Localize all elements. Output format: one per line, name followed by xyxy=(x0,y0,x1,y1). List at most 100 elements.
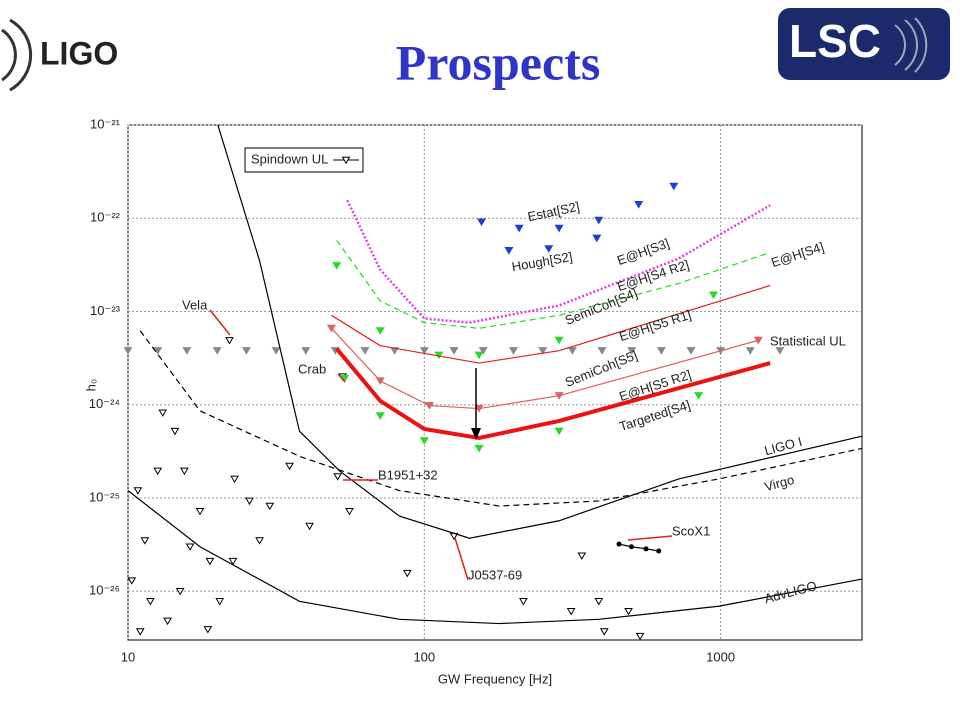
marker xyxy=(255,537,264,545)
marker xyxy=(182,347,192,355)
marker xyxy=(375,377,385,385)
marker xyxy=(554,427,564,436)
marker xyxy=(624,607,633,616)
marker xyxy=(594,598,604,606)
marker xyxy=(594,216,604,225)
marker xyxy=(509,347,519,355)
marker xyxy=(419,437,429,445)
marker xyxy=(554,392,564,400)
marker xyxy=(544,245,554,253)
pointer-arrow-head xyxy=(471,428,481,440)
logo-box xyxy=(778,8,950,80)
series-line xyxy=(217,124,863,539)
marker xyxy=(686,347,696,355)
marker xyxy=(158,409,168,417)
y-axis-label: h₀ xyxy=(83,379,98,392)
marker xyxy=(656,347,666,355)
marker xyxy=(326,324,336,333)
marker xyxy=(265,502,275,511)
marker xyxy=(708,291,718,300)
marker xyxy=(180,467,189,476)
marker xyxy=(228,557,238,566)
marker xyxy=(643,546,649,552)
series-line xyxy=(331,327,759,410)
marker xyxy=(474,404,484,413)
x-tick-label: 10 xyxy=(121,649,135,664)
marker xyxy=(375,327,385,335)
y-tick-label: 10⁻²¹ xyxy=(90,116,121,131)
marker xyxy=(305,522,314,531)
logo-text: LSC xyxy=(789,15,881,67)
annotation-arrow xyxy=(454,537,469,581)
annotation-arrow xyxy=(627,535,673,541)
marker xyxy=(345,507,354,516)
lsc-logo: LSC xyxy=(778,8,950,80)
y-tick-label: 10⁻²³ xyxy=(90,303,121,318)
series-line xyxy=(618,543,659,552)
marker xyxy=(599,628,609,636)
plot-area xyxy=(127,124,863,641)
marker xyxy=(175,587,185,596)
marker xyxy=(340,375,350,383)
marker xyxy=(635,632,645,641)
marker xyxy=(694,392,704,400)
marker xyxy=(205,557,215,566)
marker xyxy=(669,182,679,191)
marker xyxy=(656,548,662,554)
marker xyxy=(271,347,281,355)
marker xyxy=(123,347,133,355)
marker xyxy=(230,475,239,484)
logo-arc xyxy=(1,28,17,82)
marker xyxy=(474,444,484,453)
marker xyxy=(567,347,577,355)
series-line xyxy=(335,347,771,441)
x-axis-label: GW Frequency [Hz] xyxy=(438,671,552,686)
slide-title: Prospects xyxy=(396,34,601,90)
marker xyxy=(360,347,370,355)
marker xyxy=(375,412,385,420)
annotation: J0537-69 xyxy=(468,567,522,582)
marker xyxy=(225,337,234,345)
series-line xyxy=(139,330,863,507)
marker xyxy=(566,607,576,616)
marker xyxy=(402,569,412,578)
marker xyxy=(616,541,622,547)
series-line xyxy=(336,239,771,329)
marker xyxy=(628,544,634,550)
y-tick-label: 10⁻²² xyxy=(90,210,121,225)
logo-arc xyxy=(9,18,33,92)
marker xyxy=(745,347,755,355)
marker xyxy=(577,552,587,560)
x-tick-label: 1000 xyxy=(706,649,735,664)
marker xyxy=(627,347,637,355)
marker xyxy=(519,598,528,606)
marker xyxy=(135,628,145,636)
marker xyxy=(140,537,150,545)
marker xyxy=(153,347,163,355)
y-tick-label: 10⁻²⁵ xyxy=(89,489,120,504)
marker xyxy=(185,543,195,551)
marker xyxy=(554,336,564,345)
marker xyxy=(133,487,143,495)
marker xyxy=(153,467,163,476)
marker xyxy=(477,218,487,227)
marker xyxy=(504,246,514,255)
marker xyxy=(285,462,294,471)
marker xyxy=(597,347,607,355)
annotation-arrow xyxy=(337,373,346,383)
y-tick-label: 10⁻²⁴ xyxy=(89,396,120,411)
logo-waves xyxy=(894,17,928,73)
annotation: B1951+32 xyxy=(378,467,438,482)
marker xyxy=(474,351,484,360)
ligo-logo: LIGO xyxy=(1,18,118,92)
curve-label: Statistical UL xyxy=(770,333,846,348)
marker xyxy=(146,598,155,606)
legend-marker xyxy=(341,156,351,165)
marker xyxy=(514,224,524,233)
annotation-arrow xyxy=(209,309,231,336)
legend-label: Spindown UL xyxy=(251,151,328,166)
marker xyxy=(241,347,251,355)
marker xyxy=(333,473,343,481)
annotation: ScoX1 xyxy=(672,523,710,538)
annotation: Vela xyxy=(182,297,208,312)
